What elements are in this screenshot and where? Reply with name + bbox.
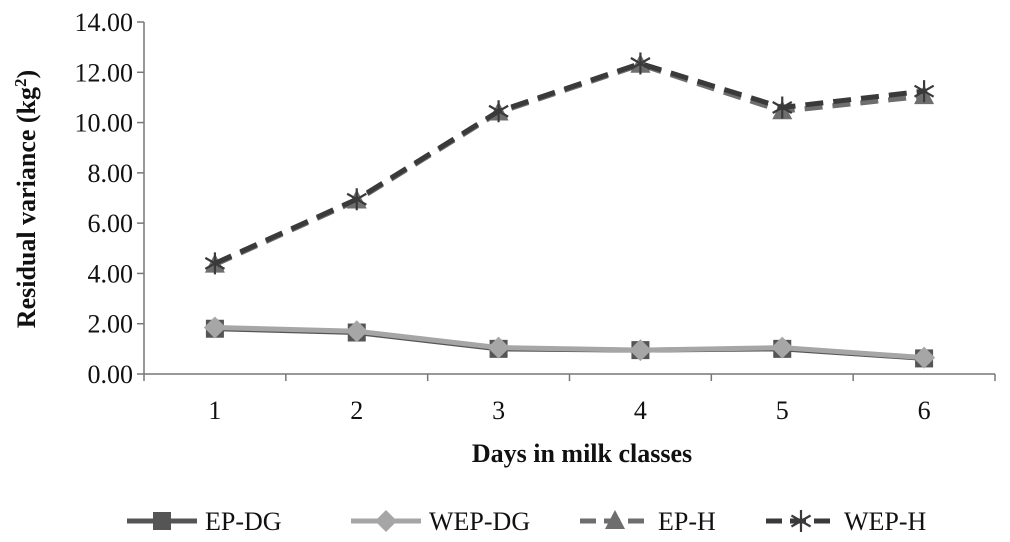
series-wep-h [204, 52, 935, 275]
y-tick-label: 2.00 [88, 310, 134, 339]
series-line [213, 62, 925, 267]
legend-label: WEP-H [844, 507, 927, 536]
y-tick-label: 10.00 [75, 109, 134, 138]
x-axis-title: Days in milk classes [472, 439, 692, 468]
legend-label: EP-H [658, 507, 716, 536]
data-point [204, 252, 226, 275]
legend-item-ep-h: EP-H [580, 507, 716, 536]
data-point [346, 188, 367, 211]
legend-swatch-marker [375, 510, 397, 532]
y-tick-label: 14.00 [75, 8, 134, 37]
data-point [913, 346, 936, 369]
axes: 0.00 2.00 4.00 6.00 8.00 10.00 12.00 14.00 1 2 3 4 5… [75, 8, 996, 425]
x-tick-label: 4 [634, 396, 647, 425]
legend-swatch-marker [153, 512, 171, 530]
y-tick-label: 4.00 [88, 259, 134, 288]
data-point [771, 336, 794, 359]
series-layer [203, 52, 936, 369]
x-tick-label: 6 [918, 396, 931, 425]
data-point [630, 52, 651, 75]
data-point [772, 96, 793, 119]
legend-item-wep-h: WEP-H [766, 507, 927, 536]
data-point [488, 100, 509, 123]
y-axis-title-main: Residual variance (kg [12, 87, 41, 328]
x-tick-label: 5 [776, 396, 789, 425]
data-point [345, 320, 368, 343]
y-tick-label: 6.00 [88, 209, 134, 238]
data-point [629, 339, 652, 362]
y-tick-label: 12.00 [75, 58, 134, 87]
legend-item-wep-dg: WEP-DG [351, 507, 530, 536]
legend-swatch-marker [605, 510, 625, 529]
data-point [203, 316, 226, 339]
series-wep-dg [203, 316, 936, 369]
data-point [487, 336, 510, 359]
series-line [214, 326, 925, 361]
data-point [913, 80, 935, 103]
series-line [214, 324, 925, 361]
y-axis-title-close: ) [12, 70, 41, 79]
y-axis-title-superscript: 2 [11, 78, 30, 87]
legend-label: WEP-DG [429, 507, 530, 536]
legend-item-ep-dg: EP-DG [127, 507, 282, 536]
y-tick-label: 8.00 [88, 159, 134, 188]
series-ep-dg [205, 319, 934, 368]
legend: EP-DG WEP-DG EP-H WEP-H [127, 507, 927, 536]
y-axis-title: Residual variance (kg2) [11, 70, 42, 328]
legend-label: EP-DG [205, 507, 282, 536]
y-tick-label: 0.00 [88, 360, 134, 389]
x-tick-label: 1 [208, 396, 221, 425]
x-tick-label: 2 [350, 396, 363, 425]
legend-swatch-marker [790, 510, 812, 532]
x-tick-label: 3 [492, 396, 505, 425]
series-line [213, 60, 925, 266]
